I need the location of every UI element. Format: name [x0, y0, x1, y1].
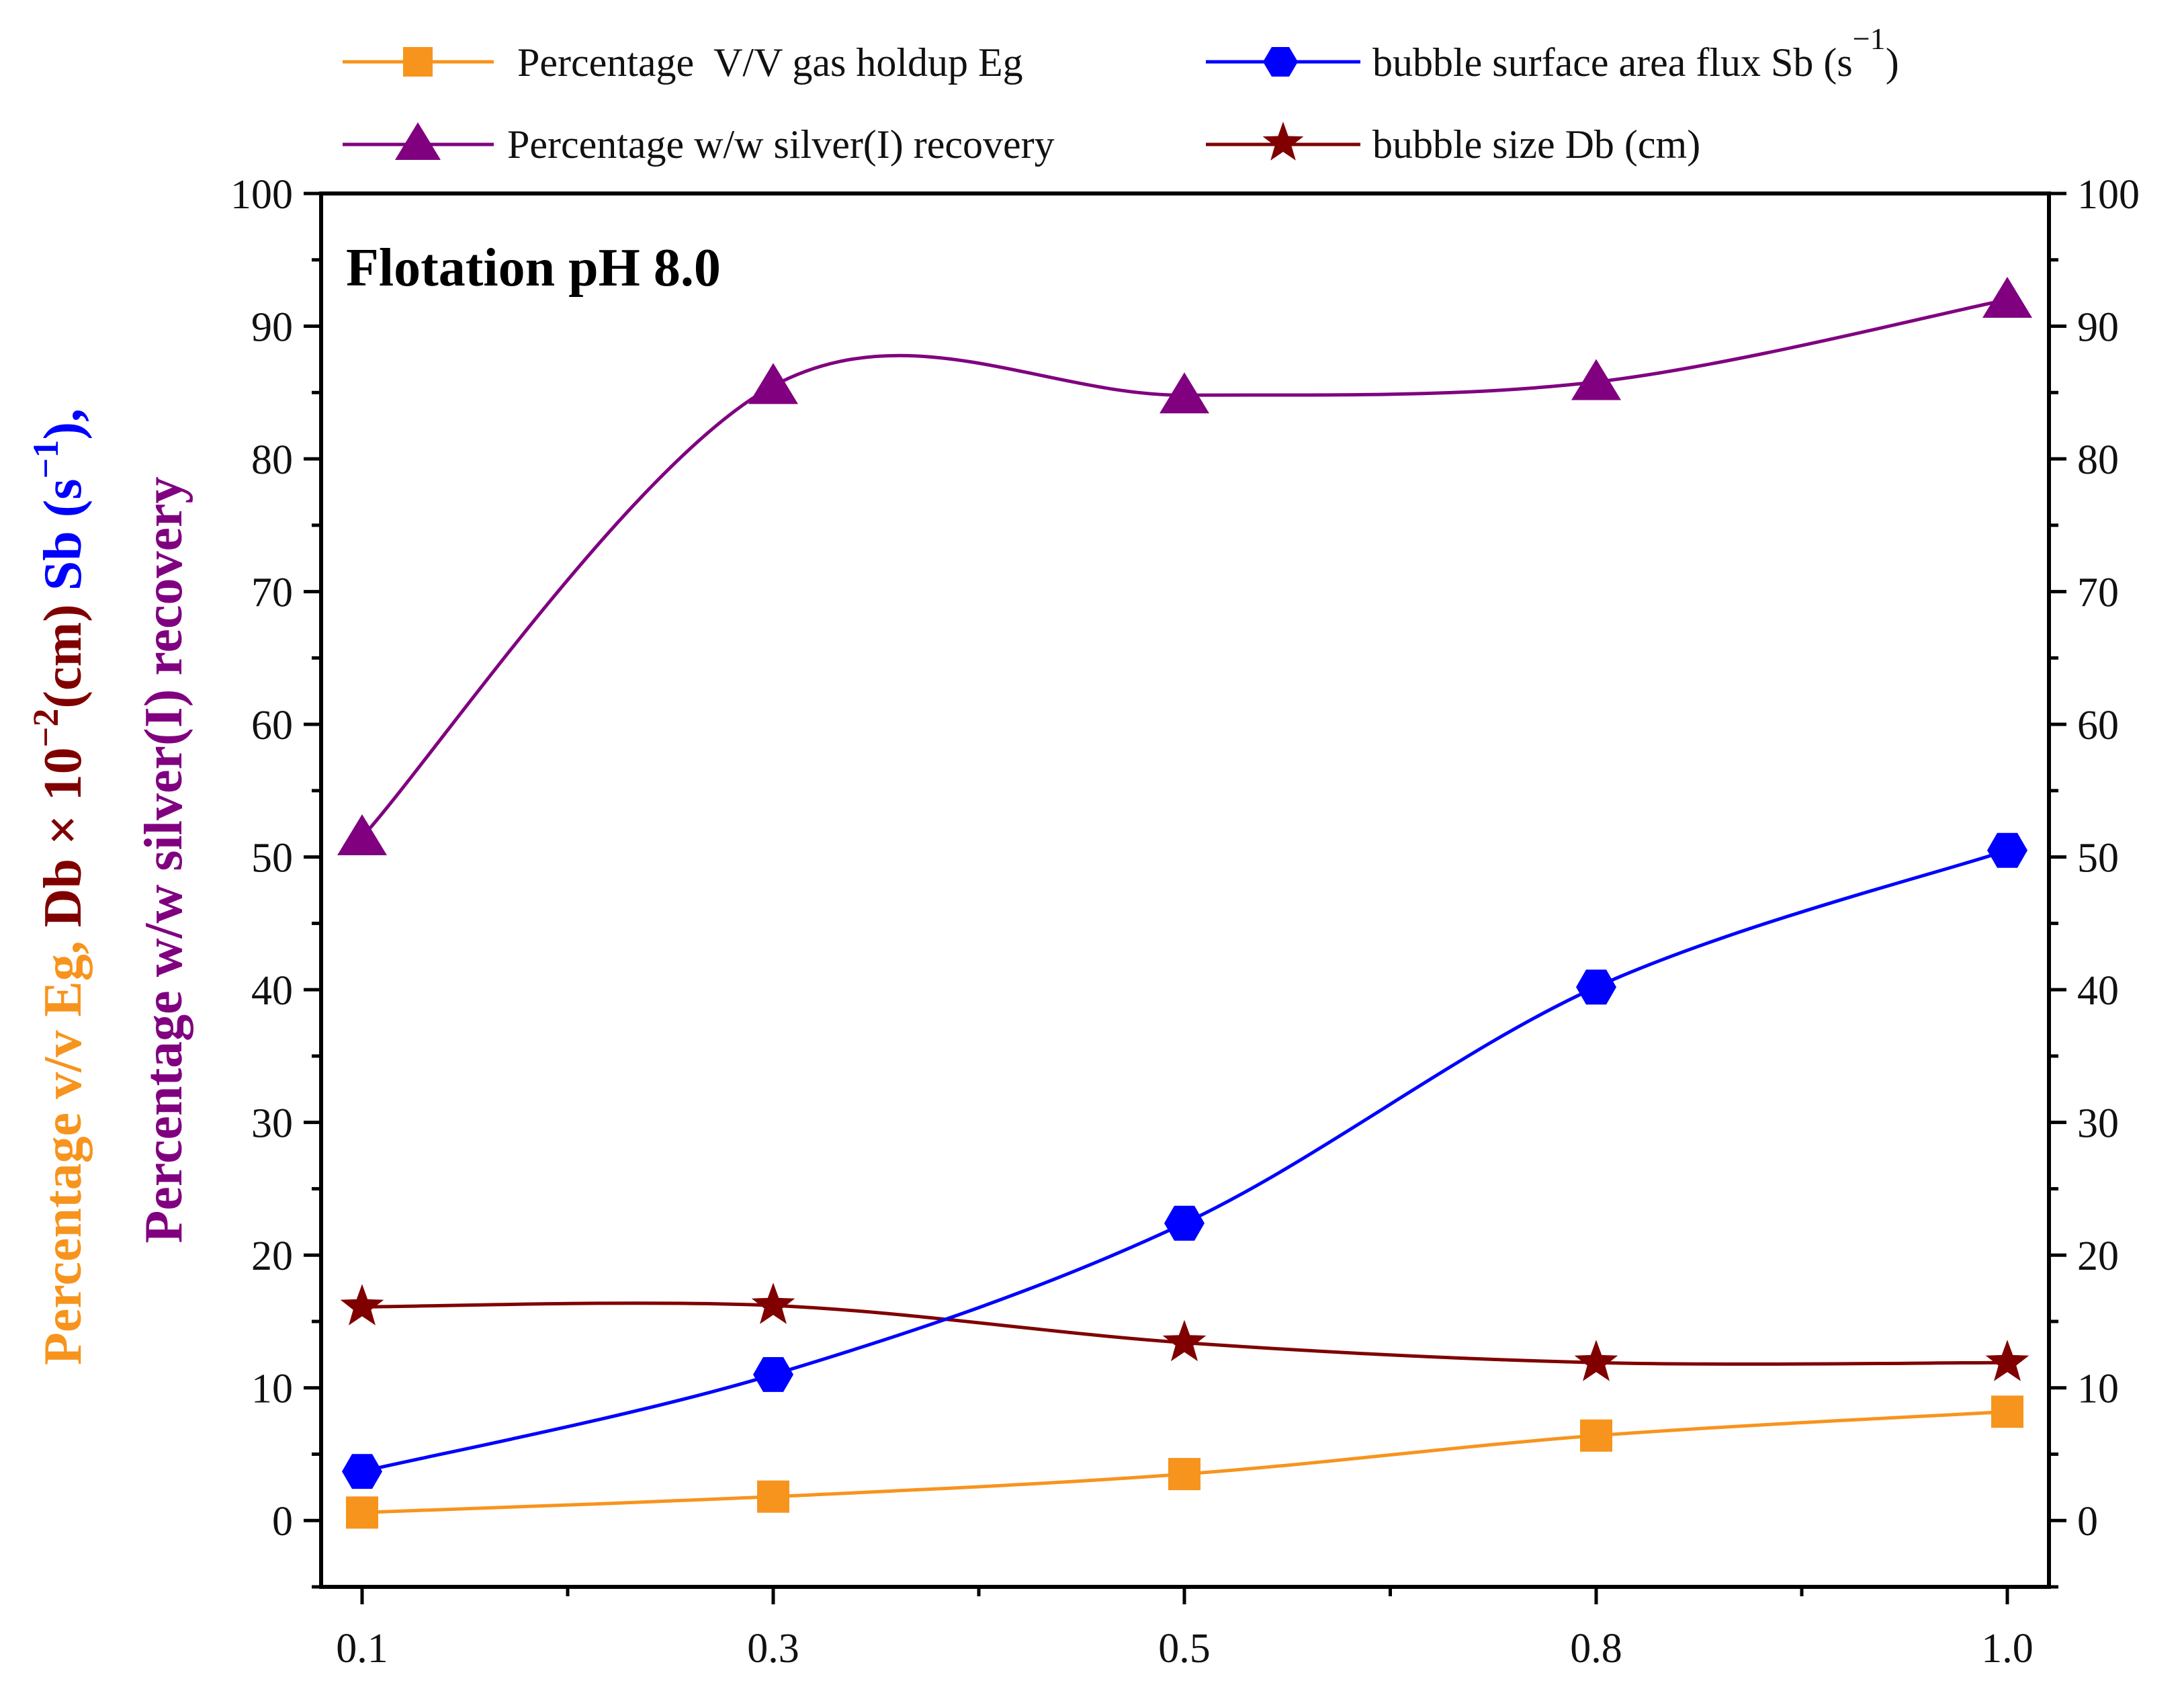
legend: Percentage V/V gas holdup Eg Percentage …: [343, 21, 1899, 167]
point-sb-3: [1576, 969, 1616, 1005]
series-line-sb: [361, 849, 2008, 1473]
y-axis-label-line2: Percentage w/w silver(I) recovery: [134, 477, 193, 1244]
point-sb-2: [1164, 1205, 1205, 1241]
ylabel-db-part: Db × 10: [34, 747, 93, 927]
point-eg-0: [346, 1496, 378, 1529]
series-sb: [342, 832, 2027, 1489]
legend-marker-recovery: [395, 122, 441, 160]
y-tick-label-right: 90: [2077, 305, 2119, 351]
y-tick-label-left: 100: [230, 172, 293, 218]
y-tick-label-left: 50: [251, 836, 293, 881]
x-tick-label: 1.0: [1981, 1626, 2034, 1672]
legend-marker-sb: [1263, 47, 1298, 77]
series-line-recovery: [361, 298, 2008, 838]
point-db-4: [1985, 1340, 2029, 1381]
point-sb-4: [1987, 832, 2027, 868]
legend-label-sb-sup: −1: [1853, 21, 1886, 56]
point-recovery-2: [1160, 372, 1209, 414]
y-tick-label-right: 10: [2077, 1367, 2119, 1412]
legend-marker-db: [1262, 122, 1304, 161]
y-tick-label-left: 0: [272, 1499, 293, 1545]
y-tick-label-left: 60: [251, 703, 293, 748]
point-eg-3: [1580, 1419, 1612, 1452]
y-tick-label-right: 100: [2077, 172, 2140, 218]
y-tick-label-right: 20: [2077, 1233, 2119, 1279]
x-tick-label: 0.3: [747, 1626, 799, 1672]
point-recovery-3: [1571, 359, 1621, 400]
y-tick-label-right: 80: [2077, 437, 2119, 483]
y-tick-label-right: 70: [2077, 570, 2119, 616]
point-db-2: [1162, 1319, 1207, 1362]
point-eg-4: [1991, 1395, 2023, 1428]
y-tick-label-left: 40: [251, 968, 293, 1014]
point-sb-1: [753, 1357, 793, 1392]
legend-label-sb-tail: ): [1886, 40, 1899, 85]
legend-label-sb-text: bubble surface area flux Sb (s: [1372, 40, 1853, 85]
ylabel-sb-tail: ),: [34, 408, 93, 440]
ylabel-db-unit: (cm): [34, 591, 93, 708]
series-eg: [346, 1395, 2023, 1529]
x-tick-label: 0.1: [336, 1626, 388, 1672]
y-tick-label-left: 30: [251, 1101, 293, 1147]
chart-annotation: Flotation pH 8.0: [346, 239, 721, 298]
point-eg-2: [1168, 1458, 1200, 1491]
point-recovery-1: [748, 363, 798, 404]
y-tick-label-left: 10: [251, 1367, 293, 1412]
y-tick-label-right: 60: [2077, 703, 2119, 748]
series-recovery: [337, 277, 2032, 855]
x-tick-label: 0.8: [1570, 1626, 1622, 1672]
y-tick-label-right: 40: [2077, 968, 2119, 1014]
legend-label-db: bubble size Db (cm): [1372, 122, 1700, 167]
legend-label-recovery: Percentage w/w silver(I) recovery: [507, 122, 1055, 167]
y-tick-label-right: 50: [2077, 836, 2119, 881]
x-tick-label: 0.5: [1158, 1626, 1211, 1672]
legend-label-eg: Percentage V/V gas holdup Eg: [517, 40, 1023, 85]
ylabel-sb-exp: −1: [26, 440, 66, 479]
legend-label-sb: bubble surface area flux Sb (s−1): [1372, 21, 1899, 85]
y-axis-ticks: 0 0 10 10 20 20 30 30 40 40 50 50 60 60 70 70 80 80 90 90 10…: [230, 172, 2140, 1589]
y-axis-label-line1: Percentage v/v Eg, Db × 10−2(cm) Sb (s−1…: [26, 408, 93, 1365]
x-axis-ticks: 0.1 0.3 0.5 0.8 1.0: [336, 1587, 2034, 1672]
y-tick-label-right: 0: [2077, 1499, 2098, 1545]
y-tick-label-right: 30: [2077, 1101, 2119, 1147]
legend-marker-eg: [403, 47, 433, 77]
y-tick-label-left: 80: [251, 437, 293, 483]
point-recovery-0: [337, 814, 387, 855]
ylabel-db-exp: −2: [26, 709, 66, 748]
point-db-3: [1574, 1340, 1618, 1381]
point-eg-1: [757, 1480, 789, 1513]
ylabel-sb-part: Sb (s: [34, 478, 93, 591]
point-db-1: [751, 1283, 795, 1324]
ylabel-eg-part: Percentage v/v Eg,: [34, 927, 93, 1365]
point-db-0: [340, 1284, 384, 1326]
series-layer: [337, 277, 2032, 1529]
series-db: [340, 1283, 2029, 1381]
y-tick-label-left: 20: [251, 1233, 293, 1279]
y-tick-label-left: 70: [251, 570, 293, 616]
point-sb-0: [342, 1454, 382, 1489]
point-recovery-4: [1982, 277, 2032, 318]
y-tick-label-left: 90: [251, 305, 293, 351]
